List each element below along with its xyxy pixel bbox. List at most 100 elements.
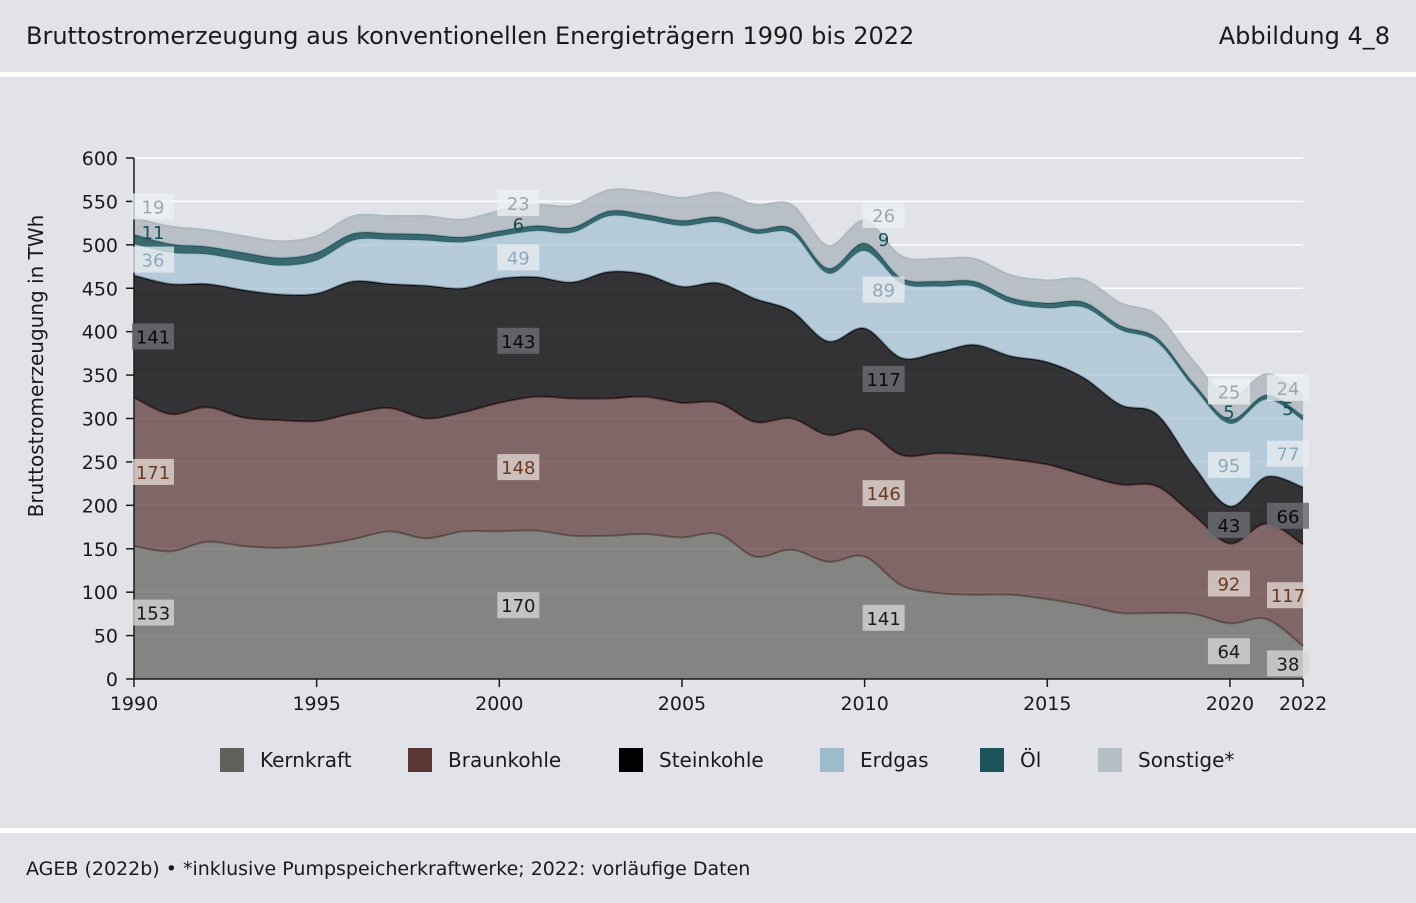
- data-label: 23: [497, 189, 540, 216]
- x-tick-label: 1990: [110, 693, 158, 715]
- data-label-box: [862, 365, 905, 392]
- legend-item: Sonstige*: [1098, 748, 1234, 772]
- data-label: 64: [1207, 638, 1250, 665]
- footer-divider: [0, 828, 1416, 833]
- data-label-text: 6: [513, 215, 524, 236]
- data-label-box: [497, 592, 540, 619]
- data-label-text: 95: [1217, 456, 1240, 477]
- data-label-text: 146: [866, 484, 900, 505]
- data-label-box: [497, 454, 540, 481]
- data-label-box: [862, 604, 905, 631]
- data-label-text: 5: [1223, 403, 1234, 424]
- y-tick-label: 350: [82, 365, 118, 387]
- data-label: 11: [142, 223, 165, 244]
- data-label-text: 36: [142, 251, 165, 272]
- data-label: 25: [1207, 378, 1250, 405]
- y-axis-label: Bruttostromerzeugung in TWh: [24, 215, 48, 518]
- data-label-text: 141: [866, 609, 900, 630]
- x-tick-label: 2005: [658, 693, 706, 715]
- y-tick-label: 50: [94, 626, 118, 648]
- header-divider: [0, 72, 1416, 77]
- legend-item: Braunkohle: [408, 748, 561, 772]
- data-label: 170: [497, 592, 540, 619]
- area-kernkraft: [134, 530, 1303, 679]
- area-edge: [133, 188, 1304, 399]
- x-tick-label: 2000: [475, 693, 523, 715]
- data-label-box: [1267, 582, 1309, 609]
- data-label-text: 19: [142, 197, 165, 218]
- y-tick-label: 500: [82, 235, 118, 257]
- y-tick-label: 450: [82, 278, 118, 300]
- legend-label: Kernkraft: [260, 748, 352, 772]
- area-chart: 0 50 100 150 200 250 300 350 400 450 500 550 600 1990…: [24, 148, 1327, 715]
- legend-item: Steinkohle: [619, 748, 764, 772]
- data-label-box: [497, 244, 540, 271]
- y-tick-label: 200: [82, 495, 118, 517]
- y-tick-label: 550: [82, 191, 118, 213]
- legend-label: Sonstige*: [1138, 748, 1235, 772]
- area-erdgas: [134, 215, 1303, 507]
- legend-item: Erdgas: [820, 748, 929, 772]
- data-label: 117: [1267, 582, 1309, 609]
- data-label: 92: [1207, 570, 1250, 597]
- data-label: 153: [132, 599, 174, 626]
- data-label-text: 117: [866, 370, 900, 391]
- data-label-text: 11: [142, 223, 165, 244]
- data-label: 141: [862, 604, 905, 631]
- data-label-box: [1207, 378, 1250, 405]
- x-tick-label: 1995: [292, 693, 340, 715]
- data-label: 117: [862, 365, 905, 392]
- data-label: 49: [497, 244, 540, 271]
- data-label-box: [1207, 638, 1250, 665]
- data-label-text: 49: [507, 248, 530, 269]
- data-label: 77: [1267, 440, 1309, 467]
- data-label-box: [132, 458, 174, 485]
- legend-swatch: [980, 748, 1004, 772]
- legend-label: Öl: [1020, 748, 1042, 772]
- x-tick-label: 2020: [1206, 693, 1254, 715]
- legend-item: Öl: [980, 748, 1041, 772]
- data-label: 6: [513, 215, 524, 236]
- data-label-box: [1267, 440, 1309, 467]
- data-label-text: 77: [1277, 445, 1300, 466]
- area-braunkohle: [134, 396, 1303, 647]
- data-label-box: [862, 480, 905, 507]
- data-label-box: [862, 276, 905, 303]
- data-label-text: 153: [136, 604, 170, 625]
- y-tick-label: 400: [82, 322, 118, 344]
- data-label-text: 170: [501, 596, 535, 617]
- legend-swatch: [408, 748, 432, 772]
- data-label-text: 89: [872, 281, 895, 302]
- legend-swatch: [820, 748, 844, 772]
- y-tick-label: 300: [82, 409, 118, 431]
- data-label: 36: [132, 246, 174, 273]
- data-label-text: 143: [501, 332, 535, 353]
- area-steinkohle: [134, 271, 1303, 545]
- page-title: Bruttostromerzeugung aus konventionellen…: [26, 22, 915, 50]
- legend-label: Steinkohle: [659, 748, 764, 772]
- data-label: 26: [862, 202, 905, 229]
- data-label-text: 9: [878, 230, 889, 251]
- data-label: 38: [1267, 650, 1309, 677]
- data-label: 43: [1207, 511, 1250, 538]
- source-note: AGEB (2022b) • *inklusive Pumpspeicherkr…: [26, 858, 751, 880]
- header: Bruttostromerzeugung aus konventionellen…: [0, 0, 1416, 72]
- data-label-box: [1267, 502, 1309, 529]
- legend-item: Kernkraft: [220, 748, 352, 772]
- data-label-box: [862, 202, 905, 229]
- x-tick-label: 2015: [1023, 693, 1071, 715]
- data-label-text: 117: [1271, 586, 1305, 607]
- data-label-text: 26: [872, 206, 895, 227]
- y-tick-label: 100: [82, 582, 118, 604]
- legend-label: Erdgas: [860, 748, 929, 772]
- data-label-box: [132, 599, 174, 626]
- figure-label: Abbildung 4_8: [1218, 22, 1390, 50]
- data-label-text: 141: [136, 327, 170, 348]
- data-label: 19: [132, 193, 174, 220]
- data-label: 5: [1282, 399, 1293, 420]
- data-label-text: 38: [1277, 654, 1300, 675]
- y-tick-label: 0: [106, 669, 118, 691]
- data-label-text: 23: [507, 194, 530, 215]
- data-label-box: [1207, 570, 1250, 597]
